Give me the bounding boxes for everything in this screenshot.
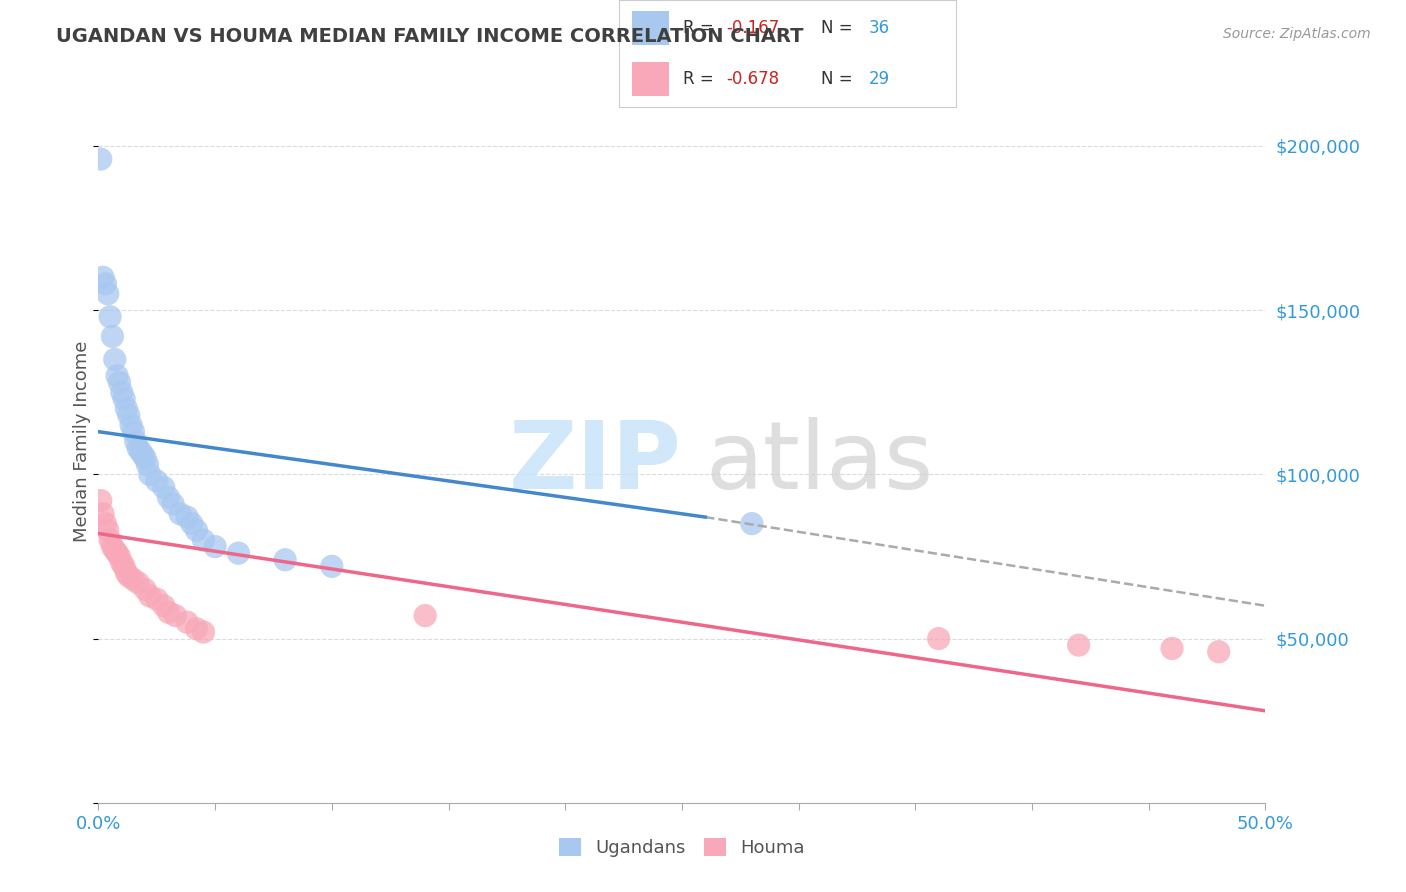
Point xyxy=(97,523,120,537)
Point xyxy=(115,566,138,580)
Point xyxy=(112,392,135,406)
Point xyxy=(105,368,128,383)
Text: N =: N = xyxy=(821,70,858,88)
Point xyxy=(105,546,128,560)
Point xyxy=(1161,641,1184,656)
Point xyxy=(108,549,131,564)
Point xyxy=(136,458,159,472)
Point xyxy=(1067,638,1090,652)
Point xyxy=(152,599,174,613)
Point xyxy=(186,622,208,636)
Point xyxy=(91,507,114,521)
Point xyxy=(94,277,117,291)
Point xyxy=(111,556,134,570)
Point xyxy=(152,481,174,495)
Point xyxy=(413,608,436,623)
Point xyxy=(91,270,114,285)
Point xyxy=(118,409,141,423)
Point xyxy=(98,310,121,324)
Legend: Ugandans, Houma: Ugandans, Houma xyxy=(550,829,814,866)
Text: R =: R = xyxy=(683,19,718,37)
Point xyxy=(165,608,187,623)
Point xyxy=(928,632,950,646)
Point xyxy=(741,516,763,531)
Point xyxy=(132,448,155,462)
Point xyxy=(176,615,198,630)
Bar xyxy=(633,11,669,45)
Point xyxy=(146,474,169,488)
Point xyxy=(115,401,138,416)
Point xyxy=(104,542,127,557)
Point xyxy=(111,385,134,400)
Point xyxy=(139,467,162,482)
Text: atlas: atlas xyxy=(706,417,934,509)
Point xyxy=(101,540,124,554)
Point xyxy=(204,540,226,554)
Point xyxy=(162,497,184,511)
Point xyxy=(186,523,208,537)
Point xyxy=(122,573,145,587)
Text: 29: 29 xyxy=(869,70,890,88)
Point xyxy=(176,510,198,524)
Text: Source: ZipAtlas.com: Source: ZipAtlas.com xyxy=(1223,27,1371,41)
Point xyxy=(118,569,141,583)
Text: 36: 36 xyxy=(869,19,890,37)
Point xyxy=(134,582,156,597)
Point xyxy=(157,491,180,505)
Y-axis label: Median Family Income: Median Family Income xyxy=(73,341,91,542)
Point xyxy=(134,450,156,465)
Point xyxy=(228,546,250,560)
Point xyxy=(125,434,148,449)
Point xyxy=(157,605,180,619)
Point xyxy=(112,559,135,574)
Point xyxy=(90,152,112,166)
Point xyxy=(139,589,162,603)
Text: R =: R = xyxy=(683,70,718,88)
Text: -0.678: -0.678 xyxy=(727,70,780,88)
Text: UGANDAN VS HOUMA MEDIAN FAMILY INCOME CORRELATION CHART: UGANDAN VS HOUMA MEDIAN FAMILY INCOME CO… xyxy=(56,27,804,45)
Text: ZIP: ZIP xyxy=(509,417,682,509)
Point xyxy=(90,493,112,508)
Point xyxy=(1208,645,1230,659)
Point xyxy=(101,329,124,343)
Point xyxy=(129,444,152,458)
Text: N =: N = xyxy=(821,19,858,37)
Point xyxy=(127,575,149,590)
Point xyxy=(94,516,117,531)
Point xyxy=(122,425,145,439)
Point xyxy=(127,441,149,455)
Point xyxy=(97,286,120,301)
Point xyxy=(193,625,215,640)
Point xyxy=(180,516,202,531)
Point xyxy=(146,592,169,607)
Point xyxy=(108,376,131,390)
Point xyxy=(120,418,142,433)
Point xyxy=(104,352,127,367)
Point xyxy=(193,533,215,547)
Point xyxy=(98,533,121,547)
Point xyxy=(169,507,191,521)
Bar xyxy=(633,62,669,96)
Point xyxy=(274,553,297,567)
Point xyxy=(321,559,343,574)
Text: -0.167: -0.167 xyxy=(727,19,780,37)
